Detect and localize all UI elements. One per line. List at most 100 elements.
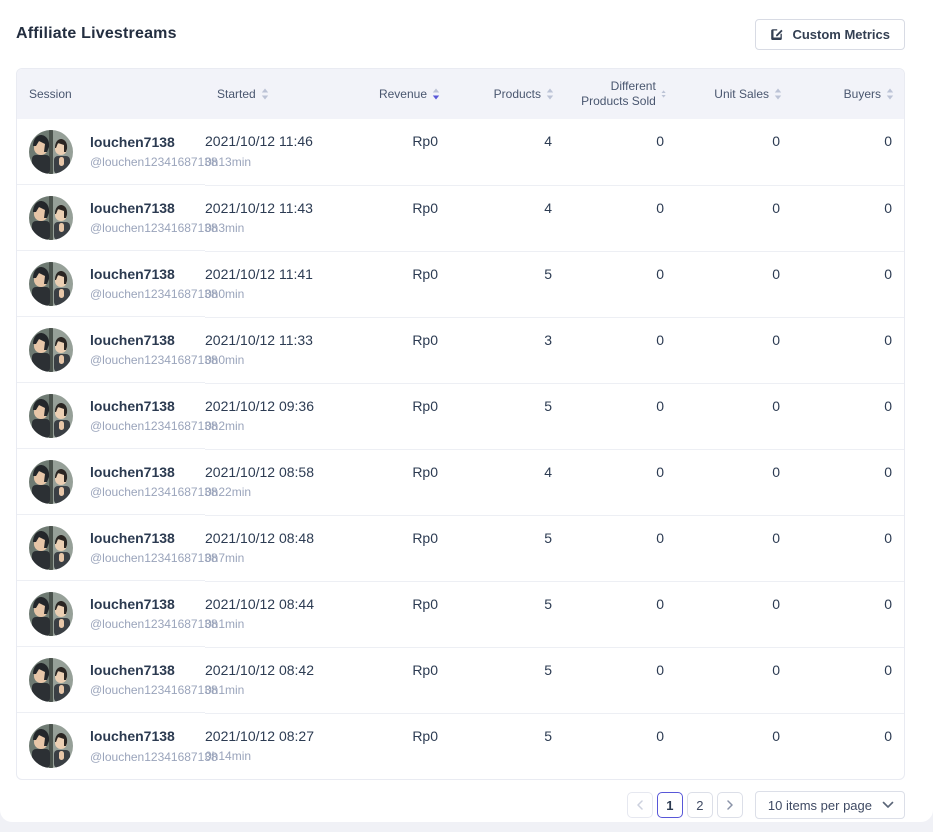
started-cell: 2021/10/12 11:46 0h13min [205, 119, 365, 186]
revenue-cell: Rp0 [365, 383, 450, 450]
sort-icon [661, 90, 666, 98]
revenue-cell: Rp0 [365, 515, 450, 582]
started-cell: 2021/10/12 08:48 0h7min [205, 515, 365, 582]
column-header-products[interactable]: Products [450, 69, 564, 119]
unit-sales-cell: 0 [676, 449, 792, 516]
started-cell: 2021/10/12 08:27 0h14min [205, 713, 365, 779]
revenue-cell: Rp0 [365, 581, 450, 648]
started-cell: 2021/10/12 11:33 0h0min [205, 317, 365, 384]
page-button-2[interactable]: 2 [686, 792, 713, 818]
avatar [29, 459, 73, 504]
session-identity: louchen7138 @louchen12341687138 [90, 332, 218, 368]
different-products-sold-cell: 0 [564, 119, 676, 186]
products-cell: 4 [450, 119, 564, 186]
session-identity: louchen7138 @louchen12341687138 [90, 530, 218, 566]
next-page-button[interactable] [716, 792, 743, 818]
column-header-unit-sales[interactable]: Unit Sales [676, 69, 792, 119]
session-identity: louchen7138 @louchen12341687138 [90, 200, 218, 236]
revenue-cell: Rp0 [365, 647, 450, 714]
session-identity: louchen7138 @louchen12341687138 [90, 134, 218, 170]
table-row[interactable]: louchen7138 @louchen12341687138 2021/10/… [17, 185, 904, 252]
table-row[interactable]: louchen7138 @louchen12341687138 2021/10/… [17, 119, 904, 186]
unit-sales-cell: 0 [676, 647, 792, 714]
session-handle: @louchen12341687138 [90, 485, 218, 500]
started-time: 2021/10/12 08:48 [205, 529, 314, 546]
table-row[interactable]: louchen7138 @louchen12341687138 2021/10/… [17, 647, 904, 714]
stream-duration: 0h13min [205, 154, 252, 169]
session-handle: @louchen12341687138 [90, 749, 218, 764]
session-name: louchen7138 [90, 331, 175, 348]
started-time: 2021/10/12 11:46 [205, 133, 313, 149]
pagination: 1 2 10 items per page [16, 791, 905, 819]
livestreams-table: Session Started Revenue [16, 68, 905, 780]
products-cell: 5 [450, 515, 564, 582]
table-row[interactable]: louchen7138 @louchen12341687138 2021/10/… [17, 251, 904, 318]
session-name: louchen7138 [90, 529, 175, 546]
sort-icon [886, 88, 894, 100]
unit-sales-cell: 0 [676, 119, 792, 186]
column-header-buyers[interactable]: Buyers [792, 69, 904, 119]
started-cell: 2021/10/12 11:43 0h3min [205, 185, 365, 252]
avatar [29, 724, 73, 768]
session-handle: @louchen12341687138 [90, 419, 218, 434]
table-row[interactable]: louchen7138 @louchen12341687138 2021/10/… [17, 317, 904, 384]
column-label: Products [493, 86, 541, 101]
table-row[interactable]: louchen7138 @louchen12341687138 2021/10/… [17, 713, 904, 779]
session-name: louchen7138 [90, 199, 175, 216]
products-cell: 5 [544, 727, 552, 744]
session-cell: louchen7138 @louchen12341687138 [17, 185, 218, 251]
page-size-label: 10 items per page [767, 797, 872, 813]
buyers-cell: 0 [792, 581, 904, 648]
unit-sales-cell: 0 [676, 581, 792, 648]
buyers-cell: 0 [792, 383, 904, 450]
products-cell: 5 [450, 581, 564, 648]
column-label: Started [217, 86, 256, 101]
table-row[interactable]: louchen7138 @louchen12341687138 2021/10/… [17, 581, 904, 648]
buyers-cell: 0 [792, 647, 904, 714]
chevron-right-icon [727, 800, 733, 810]
started-time: 2021/10/12 11:43 [205, 199, 313, 216]
session-identity: louchen7138 @louchen12341687138 [90, 398, 218, 434]
started-cell: 2021/10/12 08:42 0h1min [205, 647, 365, 714]
table-row[interactable]: louchen7138 @louchen12341687138 2021/10/… [17, 449, 904, 516]
column-label: Unit Sales [714, 86, 769, 101]
started-cell: 2021/10/12 11:41 0h0min [205, 251, 365, 318]
session-cell: louchen7138 @louchen12341687138 [17, 581, 218, 647]
session-identity: louchen7138 @louchen12341687138 [90, 266, 218, 302]
revenue-cell: Rp0 [365, 251, 450, 318]
sort-desc-icon [432, 88, 440, 100]
column-header-revenue[interactable]: Revenue [365, 69, 450, 119]
column-label: Different Products Sold [581, 79, 656, 108]
avatar [29, 195, 73, 240]
page-size-select[interactable]: 10 items per page [754, 791, 905, 819]
started-cell: 2021/10/12 09:36 0h2min [205, 383, 365, 450]
sort-icon [546, 88, 554, 100]
sort-icon [774, 88, 782, 100]
buyers-cell: 0 [792, 449, 904, 516]
stream-duration: 0h0min [205, 287, 245, 302]
started-time: 2021/10/12 08:27 [205, 727, 314, 744]
table-row[interactable]: louchen7138 @louchen12341687138 2021/10/… [17, 515, 904, 582]
column-label: Session [29, 86, 72, 101]
session-name: louchen7138 [90, 661, 175, 678]
stream-duration: 0h3min [205, 221, 245, 236]
session-identity: louchen7138 @louchen12341687138 [90, 596, 218, 632]
column-label: Buyers [843, 86, 881, 101]
session-name: louchen7138 [90, 265, 175, 282]
revenue-cell: Rp0 [365, 119, 450, 186]
different-products-sold-cell: 0 [564, 185, 676, 252]
session-handle: @louchen12341687138 [90, 617, 218, 632]
started-time: 2021/10/12 11:33 [205, 331, 313, 348]
session-handle: @louchen12341687138 [90, 551, 218, 566]
buyers-cell: 0 [792, 119, 904, 186]
page-button-1[interactable]: 1 [656, 792, 683, 818]
column-header-different-products-sold[interactable]: Different Products Sold [564, 69, 676, 119]
started-time: 2021/10/12 08:58 [205, 463, 314, 480]
table-row[interactable]: louchen7138 @louchen12341687138 2021/10/… [17, 383, 904, 450]
started-time: 2021/10/12 08:42 [205, 661, 314, 678]
column-header-started[interactable]: Started [205, 69, 365, 119]
unit-sales-cell: 0 [676, 515, 792, 582]
prev-page-button[interactable] [626, 792, 653, 818]
custom-metrics-button[interactable]: Custom Metrics [755, 18, 905, 50]
started-cell: 2021/10/12 08:44 0h1min [205, 581, 365, 648]
